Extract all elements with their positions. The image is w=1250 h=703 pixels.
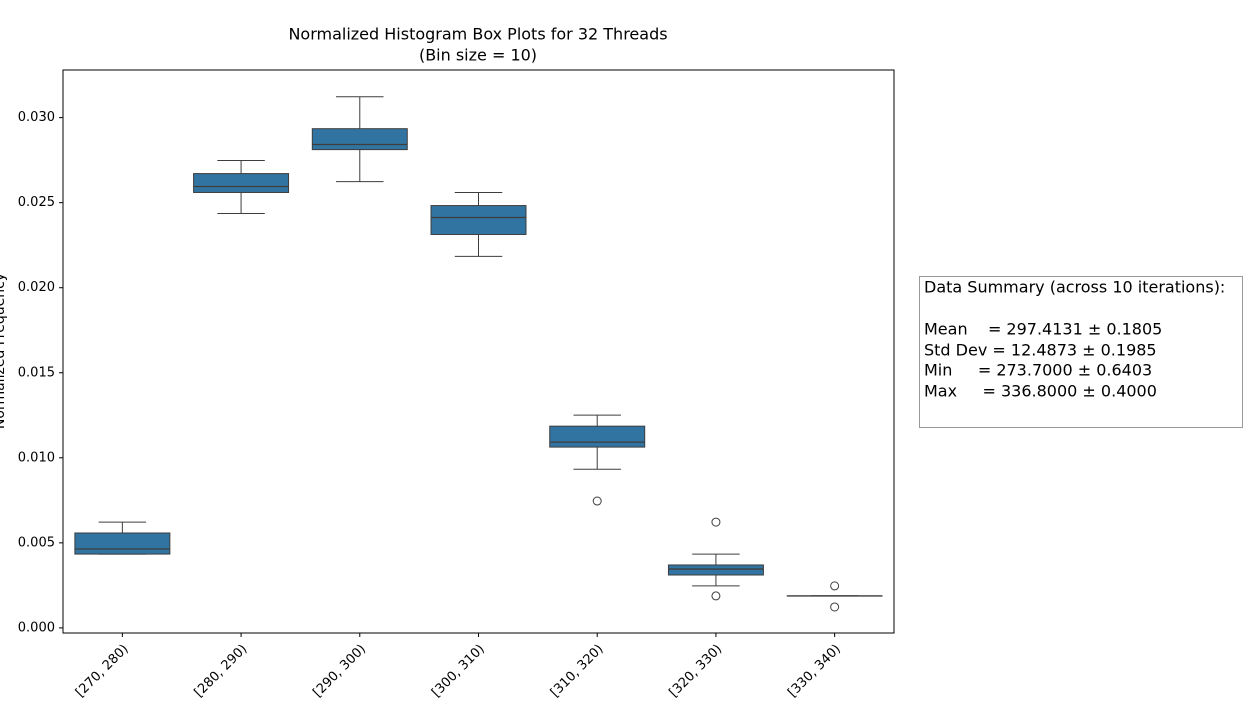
x-tick-label: [330, 340) [785,642,844,701]
x-tick-label: [270, 280) [73,642,132,701]
y-tick-label: 0.010 [18,450,55,465]
summary-line: Min = 273.7000 ± 0.6403 [924,361,1152,380]
box [193,173,290,193]
x-tick-label: [320, 330) [667,642,726,701]
plot-frame [62,69,895,634]
outlier [830,602,840,612]
chart-subtitle: (Bin size = 10) [419,46,537,65]
outlier [711,591,721,601]
box [311,128,408,151]
y-tick-label: 0.030 [18,110,55,125]
y-tick-label: 0.025 [18,195,55,210]
box [549,425,646,448]
y-tick-label: 0.020 [18,280,55,295]
box [430,205,527,235]
x-tick-label: [290, 300) [310,642,369,701]
box [74,532,171,555]
y-axis-label: Normalized Frequency [0,273,8,429]
outlier [592,496,602,506]
x-tick-label: [280, 290) [192,642,251,701]
chart-title: Normalized Histogram Box Plots for 32 Th… [288,25,667,44]
x-tick-label: [310, 320) [548,642,607,701]
outlier [830,581,840,591]
outlier [711,517,721,527]
summary-box [919,276,1243,428]
summary-line: Mean = 297.4131 ± 0.1805 [924,320,1162,339]
box [667,564,764,576]
y-tick-label: 0.005 [18,535,55,550]
y-tick-label: 0.000 [18,620,55,635]
y-tick-label: 0.015 [18,365,55,380]
summary-line: Std Dev = 12.4873 ± 0.1985 [924,341,1157,360]
summary-line: Data Summary (across 10 iterations): [924,278,1225,297]
summary-line: Max = 336.8000 ± 0.4000 [924,382,1157,401]
x-tick-label: [300, 310) [429,642,488,701]
